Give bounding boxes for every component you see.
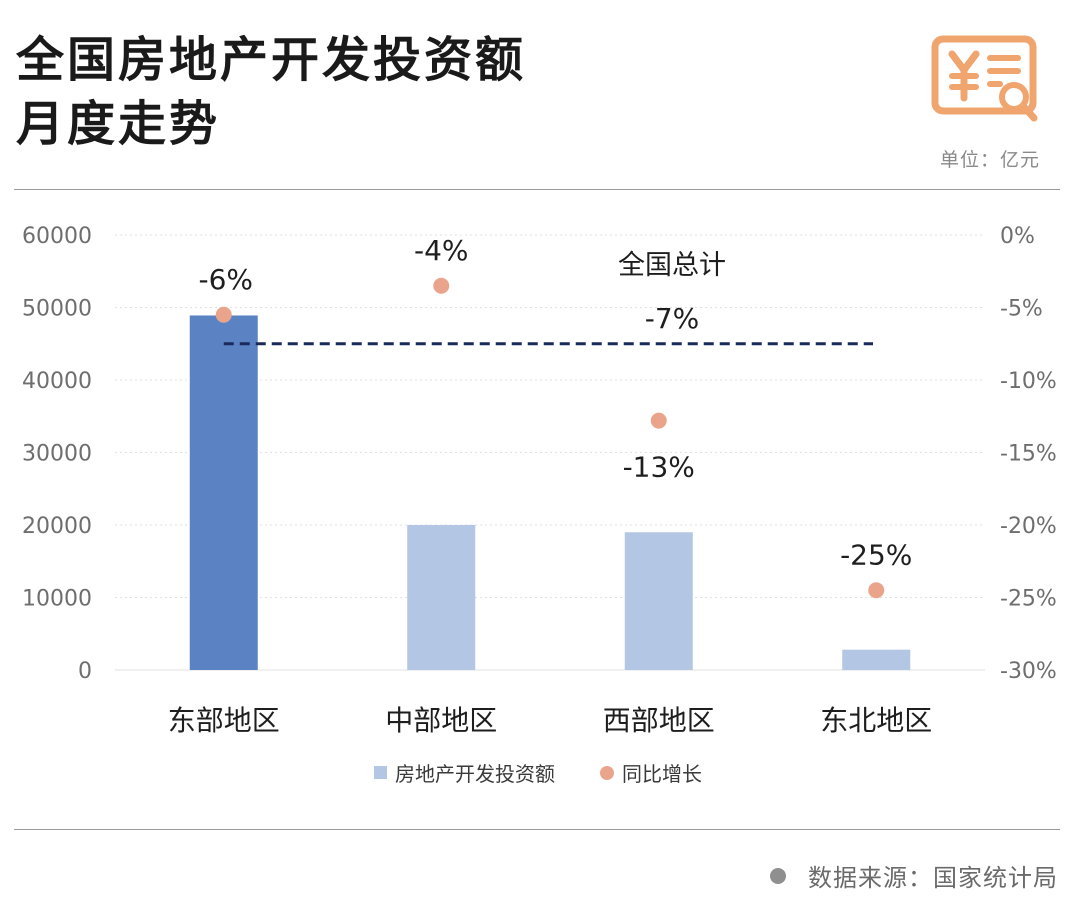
source-note: 数据来源：国家统计局 — [770, 858, 1058, 893]
legend-bar-label: 房地产开发投资额 — [395, 762, 555, 786]
legend-dot-swatch — [600, 766, 614, 780]
y-right-tick-label: -30% — [1000, 659, 1057, 684]
top-divider — [14, 189, 1060, 190]
investment-chart: 全国总计 -7% -6% -4% -13% -25% 0 10000 20000 30000 4… — [22, 224, 1057, 786]
title-line-2: 月度走势 — [16, 96, 221, 152]
category-label-4: 东北地区 — [820, 704, 932, 737]
bar-4 — [842, 649, 911, 670]
unit-label: 单位：亿元 — [939, 149, 1040, 171]
national-total-value: -7% — [645, 302, 700, 335]
title-line-1: 全国房地产开发投资额 — [16, 32, 527, 88]
bar-1 — [189, 315, 258, 670]
growth-point-3 — [650, 412, 667, 429]
y-left-tick-label: 60000 — [22, 224, 92, 249]
y-right-tick-label: -20% — [1000, 514, 1057, 539]
y-left-tick-label: 40000 — [22, 369, 92, 394]
bar-3 — [624, 532, 693, 670]
chart-title: 全国房地产开发投资额 月度走势 — [16, 28, 526, 156]
yuan-receipt-search-icon — [931, 35, 1038, 122]
source-text: 数据来源：国家统计局 — [808, 864, 1058, 892]
bar-2 — [407, 525, 476, 670]
growth-point-1 — [215, 306, 232, 323]
growth-label-4: -25% — [840, 538, 912, 571]
bottom-divider — [14, 829, 1060, 830]
growth-point-4 — [868, 582, 885, 599]
growth-point-2 — [433, 277, 450, 294]
y-right-tick-label: -25% — [1000, 587, 1057, 612]
y-right-tick-label: -10% — [1000, 369, 1057, 394]
y-left-tick-label: 30000 — [22, 442, 92, 467]
y-left-tick-label: 50000 — [22, 297, 92, 322]
growth-points: -6% -4% -13% -25% — [198, 234, 912, 599]
y-right-tick-label: -5% — [1000, 297, 1043, 322]
national-total-label: 全国总计 — [618, 250, 726, 281]
bullet-icon — [770, 867, 786, 884]
axis-ticks: 0 10000 20000 30000 40000 50000 60000 0% -5% -10%… — [22, 224, 1057, 684]
growth-label-3: -13% — [623, 451, 695, 484]
national-reference: 全国总计 -7% — [223, 250, 873, 346]
bars — [189, 315, 911, 670]
y-left-tick-label: 10000 — [22, 587, 92, 612]
growth-label-1: -6% — [198, 263, 253, 296]
legend: 房地产开发投资额 同比增长 — [374, 762, 702, 786]
growth-label-2: -4% — [414, 234, 469, 267]
category-label-1: 东部地区 — [168, 704, 280, 737]
category-labels: 东部地区 中部地区 西部地区 东北地区 — [168, 704, 933, 737]
y-left-tick-label: 20000 — [22, 514, 92, 539]
category-label-3: 西部地区 — [603, 704, 715, 737]
y-right-tick-label: 0% — [1000, 224, 1035, 249]
legend-dot-label: 同比增长 — [622, 762, 702, 786]
category-label-2: 中部地区 — [385, 704, 497, 737]
y-left-tick-label: 0 — [78, 659, 92, 684]
grid-lines — [115, 234, 985, 671]
y-right-tick-label: -15% — [1000, 442, 1057, 467]
legend-bar-swatch — [374, 766, 387, 779]
